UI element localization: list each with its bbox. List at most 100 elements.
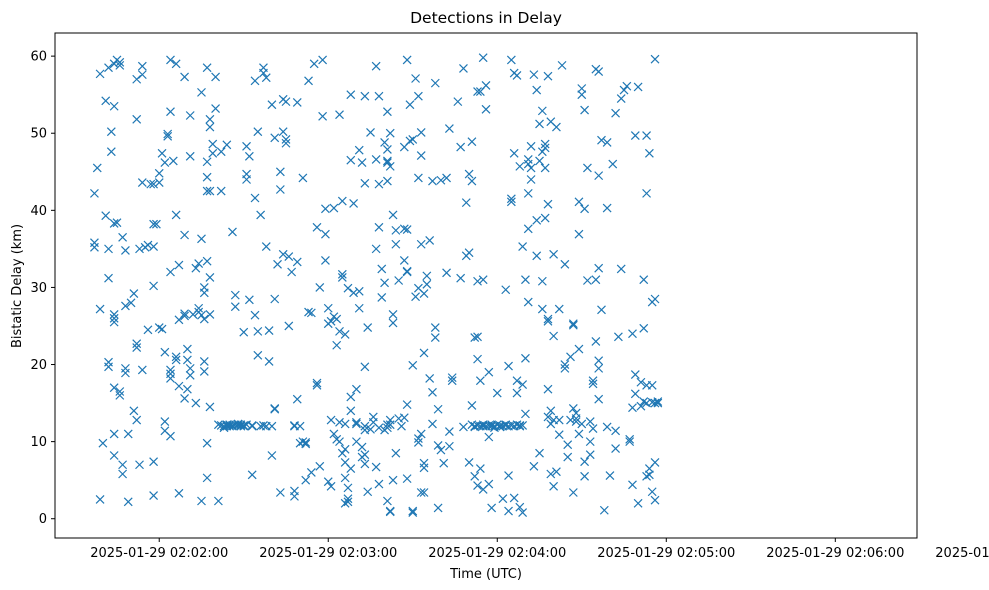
data-point (653, 398, 663, 408)
data-point (382, 496, 392, 506)
data-point (270, 404, 280, 413)
data-point (132, 74, 142, 84)
data-point (253, 350, 263, 360)
data-point (118, 232, 128, 242)
data-point (332, 340, 342, 350)
data-point (239, 327, 249, 337)
y-tick-label: 50 (30, 127, 47, 142)
data-point (382, 176, 392, 186)
data-point (236, 421, 246, 431)
data-point (191, 263, 201, 273)
data-point (523, 188, 533, 198)
data-point (515, 161, 525, 171)
data-point (388, 210, 398, 220)
data-point (267, 421, 277, 431)
y-tick-label: 10 (30, 435, 47, 450)
data-point (470, 471, 480, 481)
data-point (475, 376, 485, 386)
data-point (109, 429, 119, 439)
data-point (611, 108, 621, 118)
data-point (247, 421, 257, 431)
data-point (585, 417, 595, 427)
data-point (250, 193, 260, 203)
data-point (506, 55, 516, 65)
data-point (540, 163, 550, 173)
data-point (194, 303, 204, 313)
data-point (616, 94, 626, 103)
data-point (250, 310, 260, 320)
data-point (442, 268, 451, 278)
data-point (473, 481, 482, 490)
data-point (535, 119, 544, 129)
data-point (230, 290, 240, 300)
data-point (132, 415, 142, 425)
data-point (473, 87, 482, 97)
data-point (149, 219, 159, 229)
data-point (208, 139, 218, 149)
data-point (357, 158, 367, 167)
data-point (546, 406, 556, 416)
data-point (109, 309, 119, 319)
data-point (568, 320, 578, 330)
data-point (137, 178, 147, 187)
data-point (149, 179, 159, 189)
data-point (473, 354, 482, 364)
data-point (163, 129, 173, 139)
data-point (521, 275, 530, 285)
y-axis-label: Bistatic Delay (km) (10, 224, 25, 348)
data-point (419, 348, 429, 358)
data-point (230, 302, 240, 312)
data-point (456, 273, 466, 283)
data-point (439, 458, 449, 468)
data-point (185, 363, 195, 373)
data-point (321, 204, 330, 214)
data-point (197, 310, 206, 320)
data-point (270, 133, 280, 143)
data-point (323, 477, 333, 487)
data-point (625, 434, 635, 444)
data-point (166, 107, 175, 117)
data-point (174, 488, 184, 498)
data-point (340, 444, 350, 454)
data-point (419, 463, 429, 473)
data-point (430, 323, 440, 332)
data-point (608, 159, 618, 169)
data-point (408, 134, 418, 144)
data-point (315, 461, 325, 471)
data-point (216, 186, 226, 196)
data-point (549, 331, 559, 341)
data-point (242, 169, 251, 179)
data-point (242, 141, 251, 151)
data-point (484, 367, 494, 377)
data-point (543, 316, 553, 326)
data-point (447, 376, 457, 386)
data-point (594, 363, 604, 373)
data-point (343, 494, 353, 504)
data-point (278, 127, 288, 137)
data-point (402, 266, 412, 276)
data-point (568, 404, 578, 413)
data-point (408, 506, 418, 516)
data-point (487, 421, 497, 431)
data-point (354, 145, 364, 155)
data-point (552, 467, 561, 477)
data-point (644, 148, 654, 158)
data-point (374, 479, 384, 489)
data-point (650, 398, 660, 408)
data-point (166, 267, 175, 277)
data-point (436, 175, 446, 185)
data-point (273, 259, 282, 269)
data-point (95, 495, 105, 504)
data-point (332, 314, 342, 324)
data-point (405, 136, 415, 146)
data-point (137, 365, 147, 375)
data-point (213, 420, 223, 430)
data-point (574, 229, 584, 239)
data-point (453, 97, 463, 107)
data-point (312, 378, 322, 388)
data-point (213, 496, 223, 506)
data-point (149, 281, 159, 291)
data-point (101, 211, 111, 221)
data-point (371, 462, 381, 472)
data-point (580, 457, 590, 467)
